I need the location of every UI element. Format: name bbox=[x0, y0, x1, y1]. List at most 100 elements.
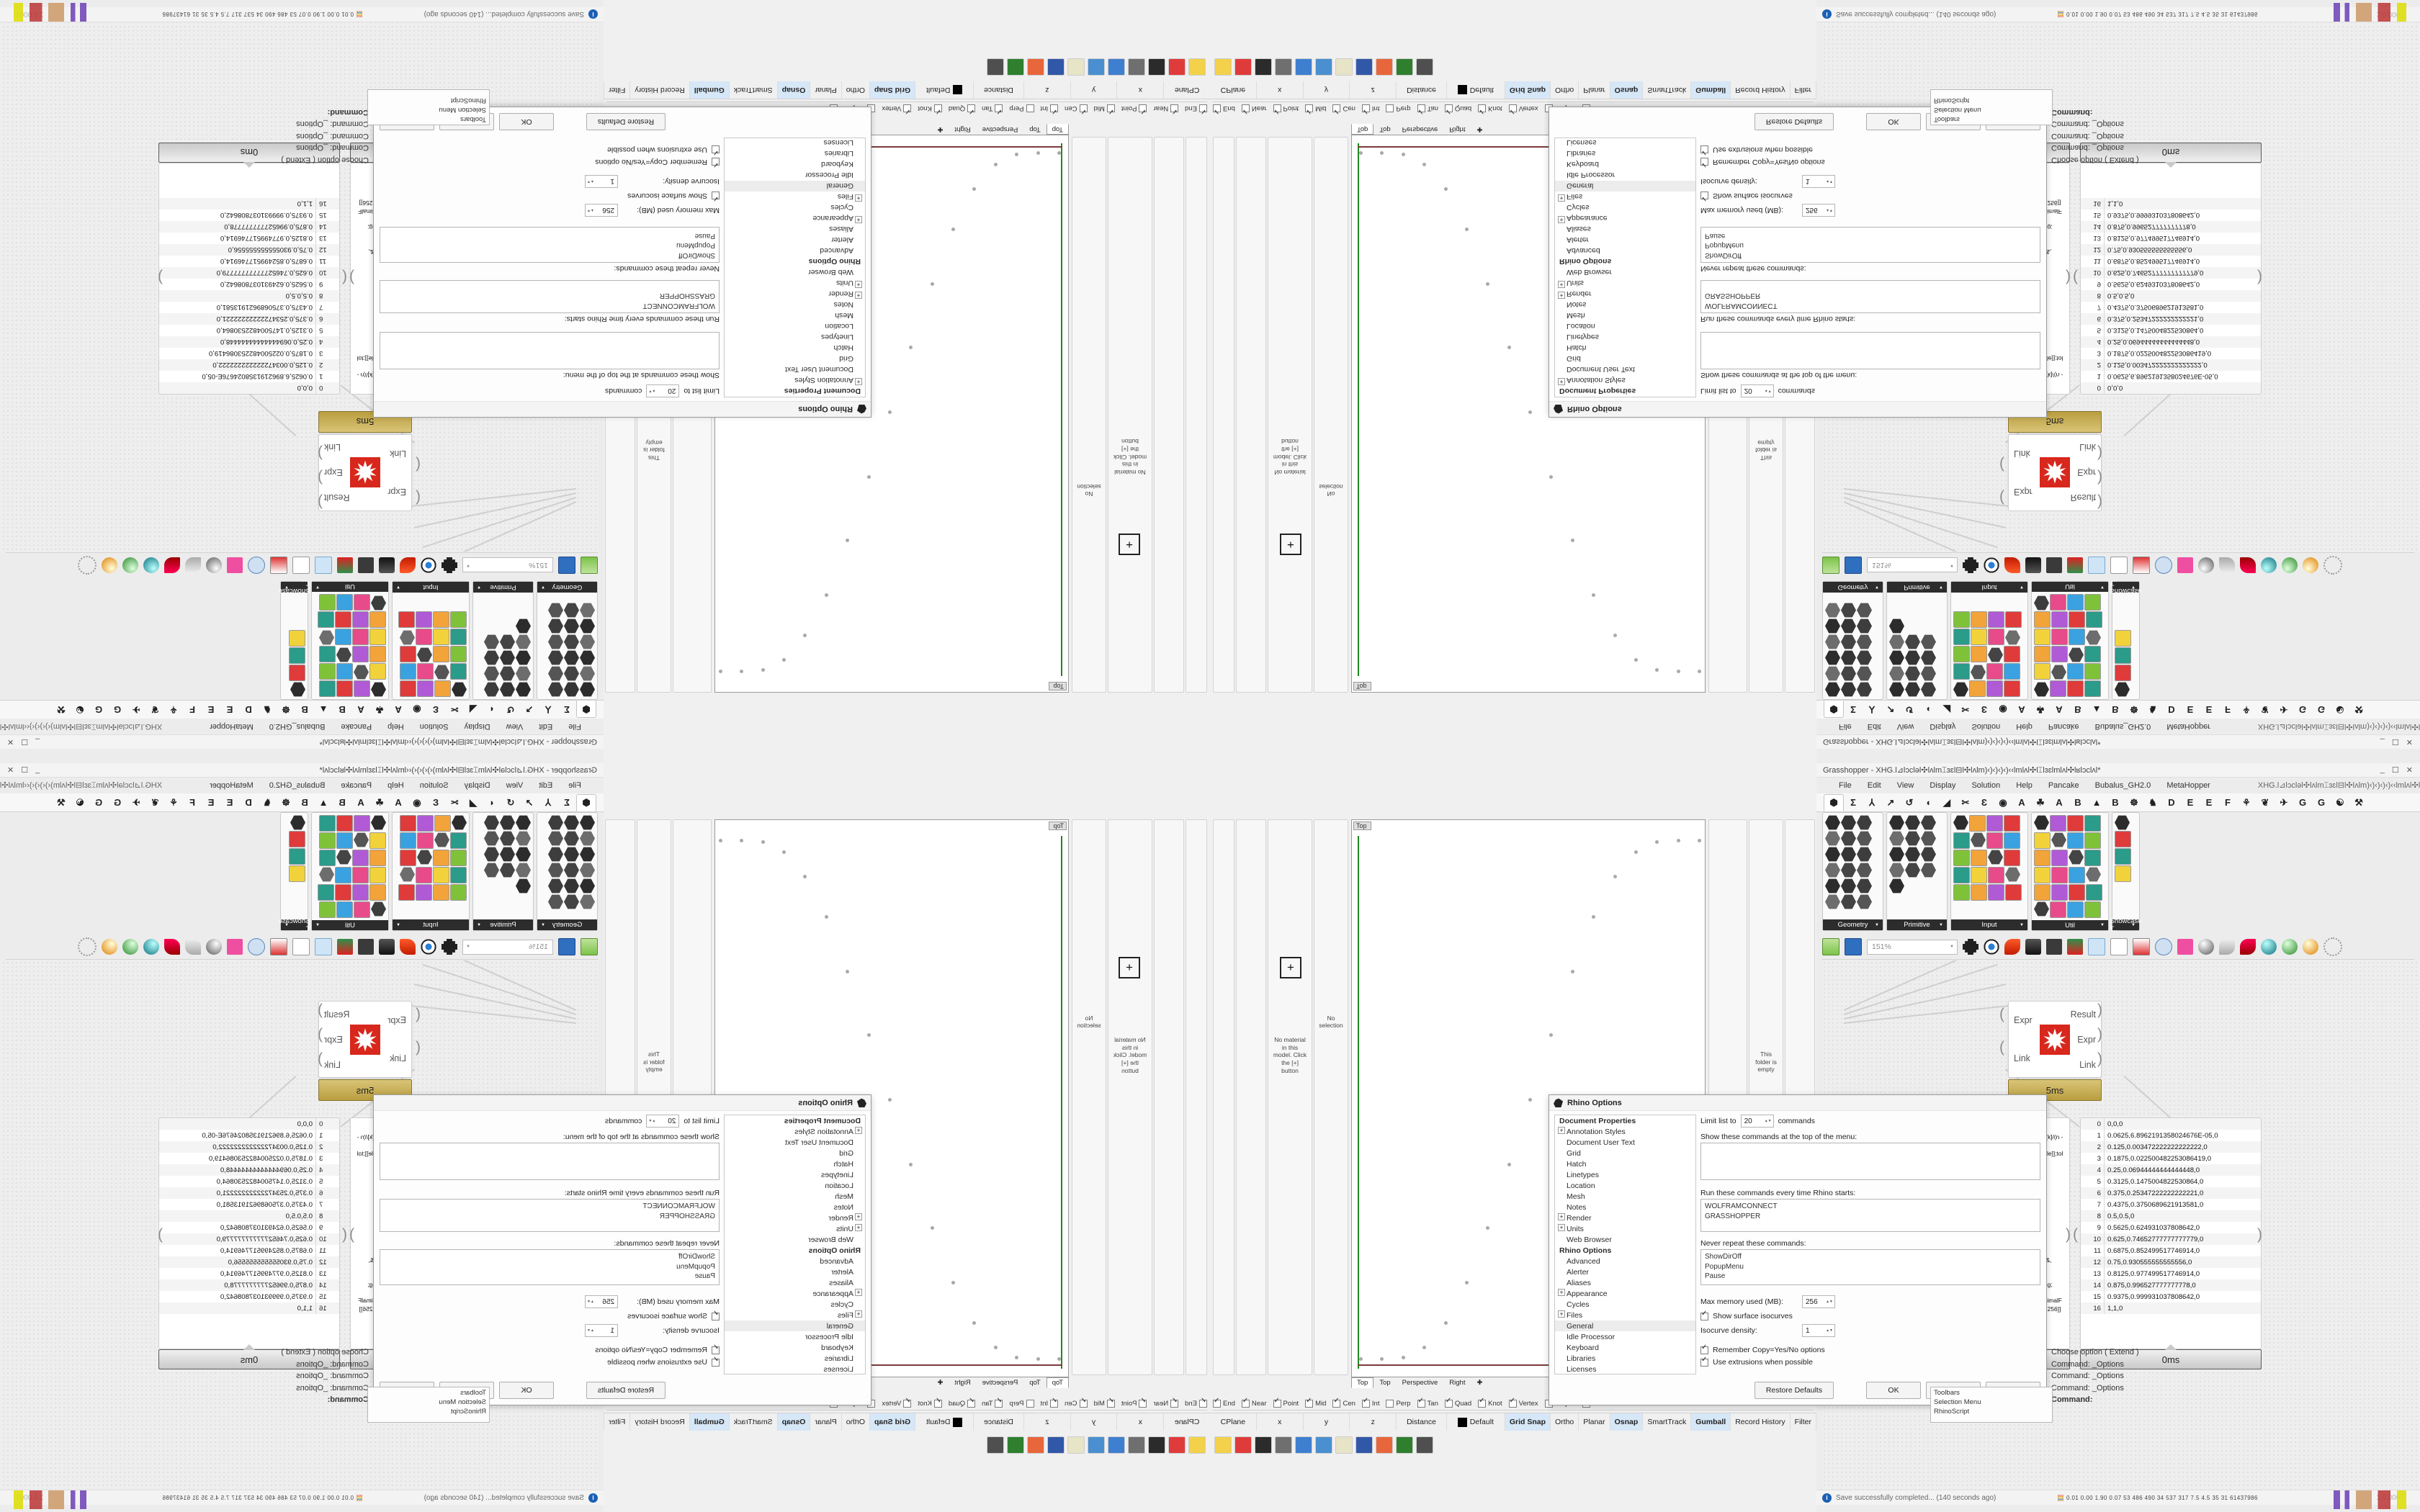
gh-title-bar[interactable]: Grasshopper - XHG.l⊿lɔсləl✣lʌlm⌶ɜɛl⊟l✣lʌ… bbox=[1816, 734, 2420, 749]
toggle-ortho[interactable]: Ortho bbox=[1551, 1413, 1579, 1431]
osnap-point[interactable]: Point bbox=[1121, 1399, 1147, 1408]
gh-menu-bubalus-gh2-0[interactable]: Bubalus_GH2.0 bbox=[269, 722, 326, 732]
maximize-icon[interactable]: ☐ bbox=[21, 766, 29, 775]
gh-component-button[interactable] bbox=[1889, 634, 1904, 649]
gh-tab-intersect[interactable]: ✂ bbox=[1961, 704, 1970, 716]
gh-menu-view[interactable]: View bbox=[506, 722, 524, 732]
gh-component-button[interactable] bbox=[516, 618, 531, 634]
search-icon[interactable] bbox=[248, 938, 265, 955]
viewport-tab-top-0[interactable]: Top bbox=[1046, 1377, 1069, 1388]
distance-cell[interactable]: Distance bbox=[1397, 1413, 1447, 1431]
gh-component-button[interactable] bbox=[2004, 680, 2020, 697]
options-tree[interactable]: Document PropertiesAnnotation StylesDocu… bbox=[724, 138, 866, 397]
options-tree-item-general[interactable]: General bbox=[1555, 181, 1695, 192]
shade-flat-icon[interactable] bbox=[2219, 557, 2235, 573]
checkbox-icon[interactable] bbox=[1700, 1356, 1708, 1367]
gh-component-button[interactable] bbox=[1825, 650, 1840, 665]
windows-taskbar-tray[interactable] bbox=[1210, 55, 1816, 79]
remember-copy-checkbox[interactable]: Remember Copy=Yes/No options bbox=[380, 158, 720, 166]
gh-tab-addon-i[interactable]: D bbox=[2168, 704, 2175, 715]
gh-component-button[interactable] bbox=[1841, 618, 1856, 634]
layer-color-swatch[interactable] bbox=[953, 1417, 963, 1427]
gh-tab-strip[interactable]: ⬢ Σ ⅄ ↗ ↺ ◖ ◢ ✂ Ɛ ◉ A ☘ A B ▲ B ☸ ♞ D E E F ⚘ ❦ ✈ G G ☯ ⚒ bbox=[0, 793, 604, 812]
gh-tab-transform[interactable]: Ɛ bbox=[432, 797, 439, 808]
options-tree-item-appearance[interactable]: Appearance bbox=[1555, 213, 1695, 224]
shade-sphere-icon[interactable] bbox=[206, 939, 222, 955]
render-orange-icon[interactable] bbox=[102, 557, 117, 573]
gh-component-button[interactable] bbox=[2034, 832, 2051, 849]
remember-copy-checkbox[interactable]: Remember Copy=Yes/No options bbox=[1700, 1344, 2040, 1354]
osnap-int[interactable]: Int bbox=[1041, 1399, 1059, 1408]
options-tree-item-render[interactable]: Render bbox=[1555, 289, 1695, 300]
checkbox-icon[interactable] bbox=[1417, 104, 1425, 113]
gh-menu-bar[interactable]: File Edit View Display Solution Help Pancake Bu… bbox=[1816, 778, 2420, 793]
gh-tab-params[interactable]: ⬢ bbox=[576, 701, 596, 719]
viewport-tab-top-1[interactable]: Top bbox=[1029, 125, 1041, 133]
gh-component-button[interactable] bbox=[289, 831, 305, 847]
osnap-point[interactable]: Point bbox=[1121, 104, 1147, 113]
options-tree-item-files[interactable]: Files bbox=[1555, 1310, 1695, 1320]
toolbars-popup[interactable]: Toolbars Selection Menu RhinoScript bbox=[1930, 1387, 2053, 1423]
gh-component-button[interactable] bbox=[2084, 663, 2101, 680]
gh-menu-file[interactable]: File bbox=[568, 780, 581, 790]
viewport-tab-top-1[interactable]: Top bbox=[1379, 125, 1391, 133]
gh-component-button[interactable] bbox=[354, 665, 369, 680]
gh-tab-addon-n[interactable]: ❦ bbox=[151, 796, 159, 808]
gh-component-button[interactable] bbox=[1841, 894, 1856, 909]
gh-menu-help[interactable]: Help bbox=[2016, 722, 2033, 732]
gh-component-button[interactable] bbox=[371, 815, 386, 830]
gh-component-button[interactable] bbox=[1988, 611, 2004, 628]
max-memory-stepper[interactable]: 256 bbox=[585, 204, 618, 217]
checkbox-icon[interactable] bbox=[1079, 104, 1088, 113]
gh-component-button[interactable] bbox=[564, 815, 579, 830]
gh-component-button[interactable] bbox=[516, 650, 531, 665]
toggle-filter[interactable]: Filter bbox=[604, 81, 630, 99]
gh-data-panel[interactable]: 0 0,0,0 1 0.0625,6.8962191358024676E-05,0 2 0… bbox=[158, 163, 340, 395]
options-tree-item-notes[interactable]: Notes bbox=[1567, 300, 1587, 310]
gh-component-button[interactable] bbox=[516, 878, 531, 894]
gh-component-button[interactable] bbox=[319, 594, 336, 611]
gh-tab-params[interactable]: ⬢ bbox=[1824, 793, 1844, 811]
toggle-filter[interactable]: Filter bbox=[1790, 81, 1816, 99]
profiler-icon[interactable] bbox=[337, 557, 353, 573]
gh-menu-metahopper[interactable]: MetaHopper bbox=[2166, 722, 2210, 732]
x-cell[interactable]: x bbox=[1116, 81, 1164, 99]
gh-tab-addon-l[interactable]: F bbox=[2225, 704, 2231, 715]
gh-component-button[interactable] bbox=[1825, 682, 1840, 697]
gh-tab-addon-f[interactable]: B bbox=[2112, 704, 2119, 715]
gh-tab-addon-h[interactable]: ♞ bbox=[2148, 796, 2157, 808]
gh-component-button[interactable] bbox=[371, 595, 386, 611]
osnap-end[interactable]: End bbox=[1213, 104, 1235, 113]
gh-group-label[interactable]: Geometry bbox=[537, 582, 597, 593]
options-tree-item-location[interactable]: Location bbox=[1567, 322, 1595, 331]
gh-tab-strip[interactable]: ⬢ Σ ⅄ ↗ ↺ ◖ ◢ ✂ Ɛ ◉ A ☘ A B ▲ B ☸ ♞ D E E F ⚘ ❦ ✈ G G ☯ ⚒ bbox=[1816, 793, 2420, 812]
red-badge-icon[interactable] bbox=[1168, 1436, 1186, 1454]
show-commands-textarea[interactable] bbox=[1700, 332, 2040, 369]
isocurve-density-field[interactable]: Isocurve density: 1 bbox=[380, 175, 720, 188]
gh-group-input[interactable]: Input bbox=[392, 812, 470, 931]
rhino-left-toolbar-b[interactable] bbox=[1236, 137, 1266, 693]
gh-tab-sets[interactable]: ⅄ bbox=[545, 796, 551, 808]
options-tree-item-linetypes[interactable]: Linetypes bbox=[1567, 333, 1599, 342]
options-tree-item-units[interactable]: Units bbox=[725, 1223, 865, 1234]
options-tree-item-rhino-options[interactable]: Rhino Options bbox=[1559, 1246, 1612, 1255]
gh-component-button[interactable] bbox=[564, 831, 579, 846]
gh-component-button[interactable] bbox=[516, 847, 531, 862]
osnap-near[interactable]: Near bbox=[1154, 104, 1179, 113]
gh-group-showcase-t-[interactable]: Showcase T.. bbox=[279, 580, 310, 700]
toolbars-popup[interactable]: Toolbars Selection Menu RhinoScript bbox=[367, 89, 490, 125]
gh-component-button[interactable] bbox=[564, 650, 579, 665]
checkbox-icon[interactable] bbox=[712, 1346, 720, 1354]
gh-component-button[interactable] bbox=[1857, 863, 1872, 878]
gh-tab-vector[interactable]: ↗ bbox=[1886, 704, 1895, 716]
gh-menu-display[interactable]: Display bbox=[464, 780, 490, 790]
checkbox-icon[interactable] bbox=[903, 1399, 912, 1408]
gh-component-button[interactable] bbox=[1921, 666, 1936, 681]
dashed-circle-icon[interactable] bbox=[78, 556, 97, 575]
options-tree-item-cycles[interactable]: Cycles bbox=[830, 203, 853, 212]
options-tree-item-files[interactable]: Files bbox=[725, 1310, 865, 1320]
gh-component-button[interactable] bbox=[1988, 647, 2003, 662]
gh-component-button[interactable] bbox=[548, 666, 563, 681]
gh-component-button[interactable] bbox=[2069, 850, 2084, 865]
gh-component-button[interactable] bbox=[1905, 682, 1920, 697]
